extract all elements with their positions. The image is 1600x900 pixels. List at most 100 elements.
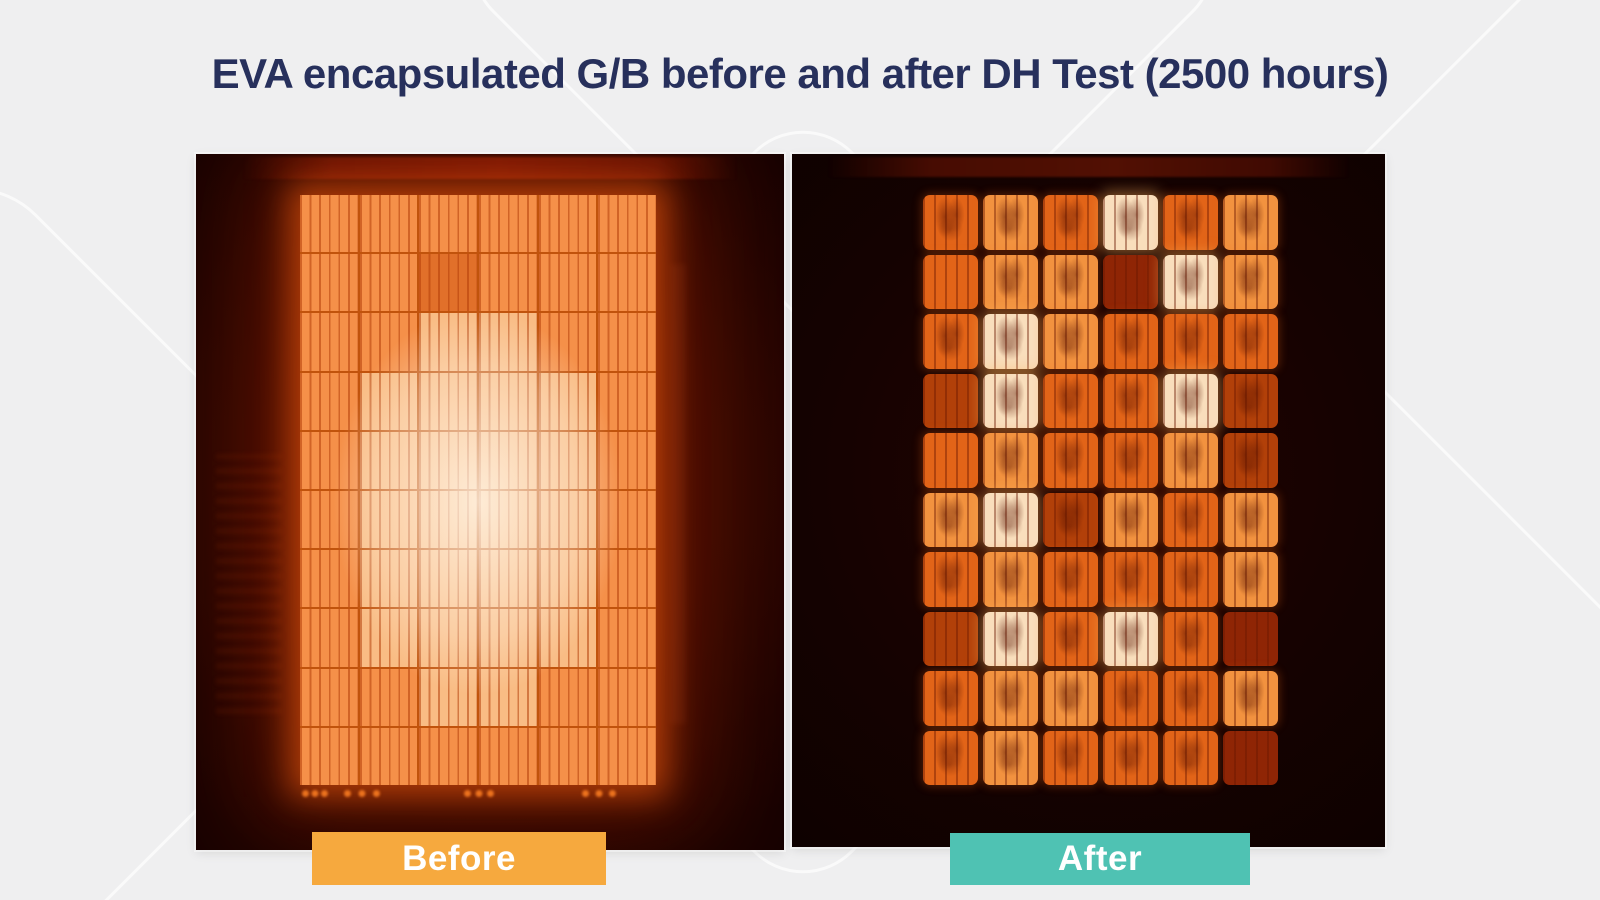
el-cell — [538, 254, 597, 312]
el-cell — [923, 314, 978, 369]
el-cell — [1163, 671, 1218, 726]
el-cell — [983, 730, 1038, 785]
el-cell — [419, 431, 477, 489]
el-cell — [1103, 611, 1158, 666]
el-cell — [983, 195, 1038, 250]
junction-box-dots — [464, 790, 494, 797]
el-cell — [538, 727, 597, 785]
el-cell — [1163, 373, 1218, 428]
junction-box-dots — [302, 790, 328, 797]
el-cell — [419, 195, 477, 253]
el-cell — [419, 668, 477, 726]
before-el-photo — [196, 154, 784, 850]
el-cell — [598, 491, 656, 549]
el-cell — [479, 372, 537, 430]
el-cell — [479, 254, 537, 312]
el-cell — [923, 492, 978, 547]
el-cell — [1043, 373, 1098, 428]
el-cell — [598, 609, 656, 667]
el-cell — [1163, 254, 1218, 309]
el-cell — [923, 671, 978, 726]
junction-box-dots — [582, 790, 616, 797]
el-cell — [1103, 730, 1158, 785]
el-cell — [923, 611, 978, 666]
el-cell — [598, 727, 656, 785]
el-cell — [1223, 552, 1278, 607]
before-label: Before — [312, 832, 606, 885]
el-cell — [983, 433, 1038, 488]
after-panel-grid — [923, 195, 1278, 785]
el-cell — [983, 671, 1038, 726]
el-cell — [359, 431, 418, 489]
el-cell — [1223, 611, 1278, 666]
el-cell — [479, 195, 537, 253]
el-cell — [923, 254, 978, 309]
junction-box-dots — [344, 790, 380, 797]
el-cell — [300, 431, 358, 489]
el-cell — [598, 254, 656, 312]
el-cell — [538, 195, 597, 253]
el-cell — [983, 552, 1038, 607]
el-cell — [1163, 492, 1218, 547]
el-cell — [538, 609, 597, 667]
el-cell — [923, 195, 978, 250]
el-cell — [300, 195, 358, 253]
el-cell — [359, 372, 418, 430]
el-cell — [1103, 492, 1158, 547]
el-cell — [923, 433, 978, 488]
el-cell — [1103, 195, 1158, 250]
el-cell — [1103, 552, 1158, 607]
el-cell — [1163, 611, 1218, 666]
after-label: After — [950, 833, 1250, 885]
el-cell — [300, 254, 358, 312]
el-cell — [1163, 433, 1218, 488]
el-cell — [1223, 314, 1278, 369]
el-cell — [1103, 433, 1158, 488]
el-cell — [1223, 195, 1278, 250]
el-cell — [1163, 552, 1218, 607]
el-cell — [479, 313, 537, 371]
el-cell — [1103, 314, 1158, 369]
el-cell — [1163, 195, 1218, 250]
el-cell — [479, 550, 537, 608]
el-cell — [1043, 492, 1098, 547]
el-cell — [538, 313, 597, 371]
el-cell — [419, 727, 477, 785]
el-cell — [1223, 492, 1278, 547]
el-cell — [300, 668, 358, 726]
after-el-photo — [792, 154, 1385, 847]
el-cell — [479, 727, 537, 785]
el-cell — [419, 550, 477, 608]
el-cell — [419, 491, 477, 549]
el-cell — [479, 431, 537, 489]
el-cell — [1043, 254, 1098, 309]
el-cell — [983, 314, 1038, 369]
el-cell — [359, 550, 418, 608]
el-cell — [1043, 314, 1098, 369]
el-cell — [538, 668, 597, 726]
el-cell — [983, 254, 1038, 309]
el-cell — [1103, 671, 1158, 726]
el-cell — [1043, 195, 1098, 250]
el-cell — [1223, 433, 1278, 488]
module-frame-glow — [243, 157, 737, 179]
el-cell — [538, 431, 597, 489]
el-cell — [1043, 433, 1098, 488]
el-cell — [598, 431, 656, 489]
el-cell — [359, 254, 418, 312]
el-cell — [1043, 611, 1098, 666]
el-cell — [923, 730, 978, 785]
el-cell — [598, 550, 656, 608]
el-cell — [419, 372, 477, 430]
el-cell — [598, 372, 656, 430]
background-artifact — [216, 454, 282, 714]
el-cell — [1223, 730, 1278, 785]
el-cell — [538, 372, 597, 430]
el-cell — [1103, 254, 1158, 309]
el-cell — [1043, 552, 1098, 607]
el-cell — [923, 373, 978, 428]
module-frame-glow — [827, 157, 1350, 177]
el-cell — [1103, 373, 1158, 428]
page-title: EVA encapsulated G/B before and after DH… — [211, 50, 1389, 97]
